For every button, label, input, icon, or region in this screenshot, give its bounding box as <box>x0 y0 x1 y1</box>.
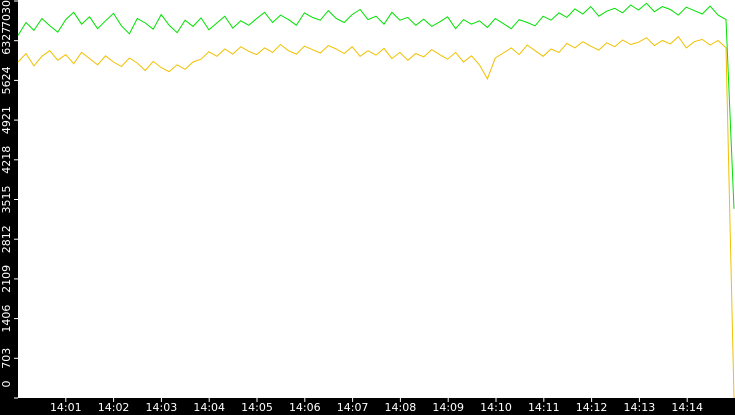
y-tick-label: 4921 <box>0 106 13 134</box>
x-tick-label: 14:11 <box>528 401 560 414</box>
y-axis-band <box>0 0 18 415</box>
x-tick-label: 14:10 <box>480 401 512 414</box>
series-line <box>17 2 735 209</box>
x-tick-label: 14:05 <box>241 401 273 414</box>
x-tick-label: 14:14 <box>671 401 703 414</box>
y-tick-label: 6327 <box>0 27 13 55</box>
y-tick-label: 5624 <box>0 66 13 94</box>
x-tick-label: 14:01 <box>50 401 82 414</box>
y-tick-label: 3515 <box>0 186 13 214</box>
x-tick-label: 14:03 <box>146 401 178 414</box>
y-tick-label: 2812 <box>0 225 13 253</box>
x-axis-band <box>0 398 735 415</box>
x-tick-label: 14:06 <box>289 401 321 414</box>
x-tick-label: 14:12 <box>576 401 608 414</box>
y-tick-label: 7030 <box>0 0 13 28</box>
y-tick-label: 1406 <box>0 305 13 333</box>
x-tick-label: 14:04 <box>193 401 225 414</box>
x-tick-label: 14:08 <box>385 401 417 414</box>
x-tick-label: 14:09 <box>432 401 464 414</box>
x-tick-label: 14:13 <box>624 401 656 414</box>
x-tick-label: 14:07 <box>337 401 369 414</box>
y-tick-label: 703 <box>0 348 13 369</box>
y-tick-label: 2109 <box>0 265 13 293</box>
x-tick-label: 14:02 <box>98 401 130 414</box>
y-tick-label: 0 <box>0 381 13 388</box>
y-tick-label: 4218 <box>0 146 13 174</box>
series-line <box>17 35 735 399</box>
